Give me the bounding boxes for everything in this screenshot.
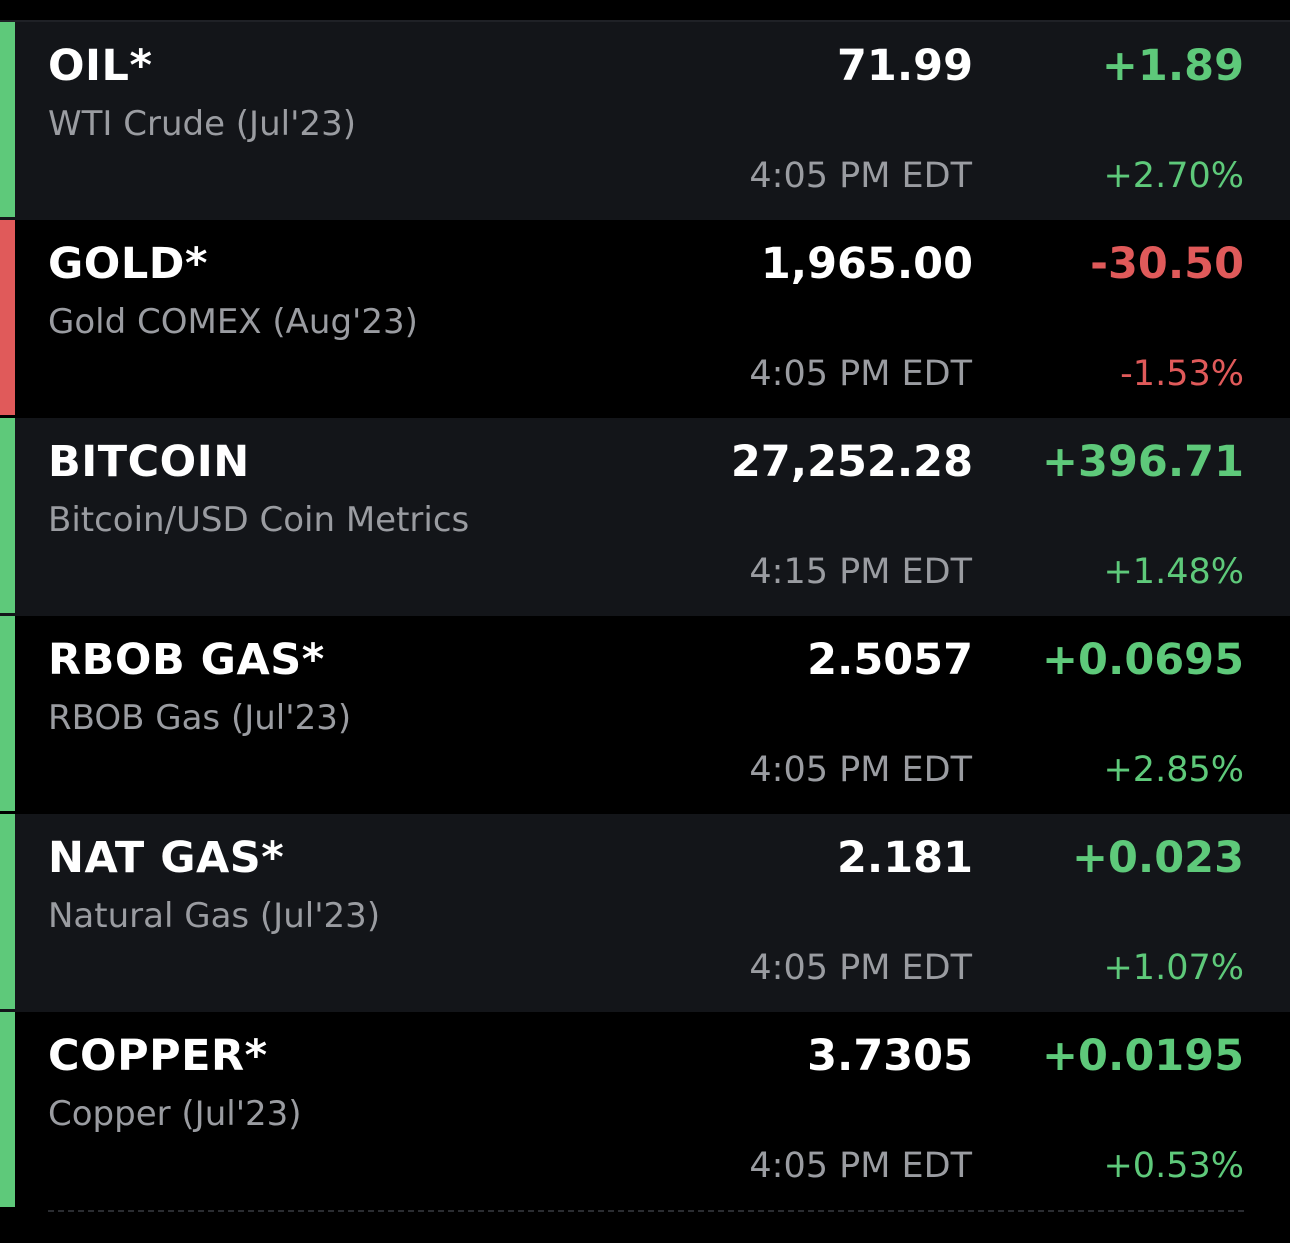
quote-change-percent: +2.70% — [1103, 156, 1244, 196]
direction-indicator-bar — [0, 616, 15, 811]
quote-symbol: OIL* — [48, 41, 153, 91]
quote-symbol: NAT GAS* — [48, 833, 285, 883]
quote-row[interactable]: RBOB GAS* RBOB Gas (Jul'23) 2.5057 4:05 … — [0, 616, 1290, 814]
direction-indicator-bar — [0, 418, 15, 613]
quote-change: +0.023 — [1071, 833, 1244, 883]
direction-indicator-bar — [0, 22, 15, 217]
quote-change: +1.89 — [1101, 41, 1244, 91]
quote-symbol: GOLD* — [48, 239, 208, 289]
quote-change: -30.50 — [1090, 239, 1244, 289]
quote-last-price: 2.5057 — [807, 635, 973, 685]
quote-change: +0.0195 — [1042, 1031, 1244, 1081]
quote-change-percent: +1.07% — [1103, 948, 1244, 988]
quote-last-price: 71.99 — [836, 41, 973, 91]
quote-change-percent: -1.53% — [1120, 354, 1244, 394]
quote-last-price: 27,252.28 — [730, 437, 973, 487]
direction-indicator-bar — [0, 814, 15, 1009]
quote-last-price: 3.7305 — [807, 1031, 973, 1081]
quote-row[interactable]: OIL* WTI Crude (Jul'23) 71.99 4:05 PM ED… — [0, 22, 1290, 220]
quote-name: RBOB Gas (Jul'23) — [48, 698, 352, 738]
top-divider — [0, 20, 1290, 22]
quote-change-percent: +2.85% — [1103, 750, 1244, 790]
quote-row[interactable]: BITCOIN Bitcoin/USD Coin Metrics 27,252.… — [0, 418, 1290, 616]
quote-list: OIL* WTI Crude (Jul'23) 71.99 4:05 PM ED… — [0, 22, 1290, 1210]
direction-indicator-bar — [0, 220, 15, 415]
quote-change: +0.0695 — [1042, 635, 1244, 685]
quote-symbol: RBOB GAS* — [48, 635, 325, 685]
quote-time: 4:05 PM EDT — [749, 750, 972, 790]
quote-time: 4:05 PM EDT — [749, 354, 972, 394]
quote-time: 4:05 PM EDT — [749, 156, 972, 196]
quote-change-percent: +1.48% — [1103, 552, 1244, 592]
quote-change-percent: +0.53% — [1103, 1146, 1244, 1186]
direction-indicator-bar — [0, 1012, 15, 1207]
quote-symbol: COPPER* — [48, 1031, 268, 1081]
quote-symbol: BITCOIN — [48, 437, 250, 487]
quote-name: Bitcoin/USD Coin Metrics — [48, 500, 470, 540]
quote-name: Gold COMEX (Aug'23) — [48, 302, 418, 342]
quote-name: Copper (Jul'23) — [48, 1094, 302, 1134]
quote-row[interactable]: GOLD* Gold COMEX (Aug'23) 1,965.00 4:05 … — [0, 220, 1290, 418]
quote-time: 4:05 PM EDT — [749, 948, 972, 988]
quote-last-price: 1,965.00 — [760, 239, 973, 289]
quote-time: 4:15 PM EDT — [749, 552, 972, 592]
quote-name: WTI Crude (Jul'23) — [48, 104, 356, 144]
quote-change: +396.71 — [1042, 437, 1244, 487]
list-end-divider — [48, 1210, 1244, 1212]
quote-time: 4:05 PM EDT — [749, 1146, 972, 1186]
quote-name: Natural Gas (Jul'23) — [48, 896, 381, 936]
quote-row[interactable]: COPPER* Copper (Jul'23) 3.7305 4:05 PM E… — [0, 1012, 1290, 1210]
quote-row[interactable]: NAT GAS* Natural Gas (Jul'23) 2.181 4:05… — [0, 814, 1290, 1012]
quote-last-price: 2.181 — [836, 833, 973, 883]
